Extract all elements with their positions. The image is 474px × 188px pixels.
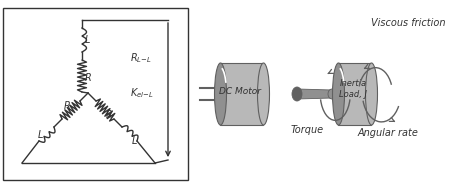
- Text: R: R: [64, 101, 71, 111]
- Polygon shape: [297, 89, 332, 99]
- Ellipse shape: [332, 63, 345, 125]
- Bar: [3, 8, 188, 180]
- Text: L: L: [85, 35, 91, 45]
- Text: L: L: [38, 130, 44, 140]
- Text: L: L: [132, 136, 137, 146]
- Text: Torque: Torque: [291, 125, 324, 135]
- Text: $R_{L\mathregular{-}L}$: $R_{L\mathregular{-}L}$: [130, 51, 152, 65]
- Text: Viscous friction: Viscous friction: [371, 18, 445, 28]
- Text: $K_{el\mathregular{-}L}$: $K_{el\mathregular{-}L}$: [130, 86, 154, 100]
- Ellipse shape: [215, 87, 221, 101]
- Ellipse shape: [257, 63, 270, 125]
- Text: Inertia
Load, J: Inertia Load, J: [339, 79, 367, 99]
- Text: R: R: [85, 73, 92, 83]
- Bar: [220, 63, 264, 125]
- Bar: [338, 63, 372, 125]
- Ellipse shape: [365, 63, 377, 125]
- Text: Angular rate: Angular rate: [357, 128, 419, 138]
- Ellipse shape: [215, 63, 227, 125]
- Ellipse shape: [328, 89, 336, 99]
- Text: R: R: [106, 110, 113, 120]
- Ellipse shape: [292, 87, 302, 101]
- Text: DC Motor: DC Motor: [219, 86, 261, 96]
